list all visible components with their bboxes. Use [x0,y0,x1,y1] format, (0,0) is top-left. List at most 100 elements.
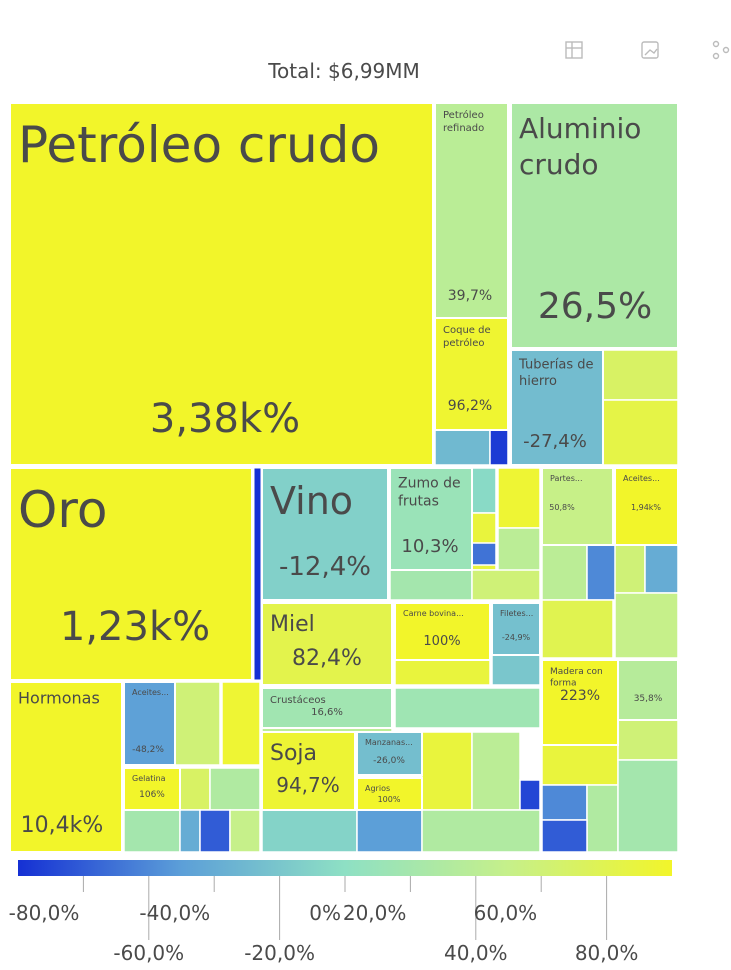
tile [123,681,176,766]
tile [253,467,262,681]
tile [179,809,201,853]
tile-value: -24,9% [502,633,531,642]
tile-label: Zumo de frutas [398,475,461,509]
tile [617,719,679,761]
tile [614,544,646,594]
tile-value: -12,4% [279,552,371,582]
tile [434,429,491,466]
tile-label: Soja [270,741,317,766]
tile [394,659,491,686]
tile-label: Gelatina [132,774,166,783]
tile-value: 82,4% [292,646,362,671]
tile-value: 100% [423,634,460,649]
tile [471,569,541,601]
chart-title: Total: $6,99MM [267,59,420,83]
table-icon[interactable] [565,41,583,59]
tile-label-line: Zumo de [398,475,461,491]
tile [614,592,679,659]
tile [261,467,389,601]
tile [491,602,541,656]
tile-label-line: forma [550,679,577,689]
tile [644,544,679,594]
colorbar-tick-label: -80,0% [9,901,80,925]
tile-label: Vino [270,479,353,523]
colorbar-tick-label: 20,0% [343,901,407,925]
tile-value: 1,23k% [60,604,210,650]
tile [394,687,541,729]
tile-label: Tuberías de hierro [518,357,594,389]
tile-label: Carne bovina... [403,609,464,618]
tile-label-line: Carne bovina... [403,609,464,618]
tile-label: Petróleo refinado [443,109,484,134]
tile-label: Miel [270,612,315,637]
tile-value: -48,2% [132,745,164,755]
tile [541,467,614,546]
tile-label: Madera con forma [550,667,603,689]
tile-label-line: Filetes... [500,609,533,618]
tile [510,102,679,349]
tile [617,659,679,721]
tile [261,602,393,686]
tile-label-line: Aceites... [132,688,169,697]
tile-label-line: Oro [18,481,107,539]
tile-label-line: petróleo [443,337,484,349]
tile [434,102,509,319]
tile-label-line: Agrios [365,784,390,793]
tile-label-line: Soja [270,741,317,766]
icon-line [644,48,658,56]
filler-tiles [123,349,679,853]
tile-value: 10,3% [401,536,458,557]
tile [421,809,541,853]
tile [541,544,588,601]
tile [434,317,509,431]
tile [489,429,509,466]
tile [229,809,261,853]
tile-label-line: Coque de [443,325,491,336]
tile-value: 94,7% [276,773,340,797]
colorbar-tick-label: 80,0% [575,941,639,965]
image-icon[interactable] [641,41,659,59]
colorbar-tick-label: 60,0% [474,901,538,925]
tile-label: Coque de petróleo [443,325,491,349]
colorbar [18,860,672,876]
tile-label: Petróleo crudo [18,116,380,174]
tile [9,102,434,466]
colorbar: -80,0% -60,0% -40,0% -20,0% 0% 20,0% 40,0% 60,0… [9,860,672,965]
tile-label: Oro [18,481,107,539]
tile [261,687,393,729]
tile-label-line: refinado [443,123,484,134]
colorbar-tick-label: -20,0% [244,941,315,965]
tile-label-line: Madera con [550,667,603,677]
tile-label-line: hierro [519,374,557,389]
tile [261,809,358,853]
tile-value: 39,7% [448,288,492,304]
tile [123,767,181,811]
tile [421,731,473,811]
tile [602,399,679,466]
tile-label-line: Aceites... [623,474,660,483]
tile-value: 10,4k% [21,813,104,838]
tile-value: 35,8% [634,694,663,704]
colorbar-tick-label: 40,0% [444,941,508,965]
tile [174,681,221,766]
tile [602,349,679,401]
tile-label: Crustáceos [270,694,326,706]
colorbar-tick-label: -40,0% [139,901,210,925]
tile-value: 50,8% [549,503,575,512]
tile-value: -27,4% [523,431,587,452]
share-icon[interactable] [712,40,720,48]
tile-value: 223% [560,688,600,704]
tile [541,744,619,786]
tile [356,809,423,853]
tile [586,784,619,853]
tile [541,784,588,821]
colorbar-tick-label: -60,0% [113,941,184,965]
tile-label: Hormonas [18,689,100,708]
tile-value: 16,6% [311,707,343,718]
tile [209,767,261,811]
tile [497,467,541,529]
tile-label-line: Vino [270,479,353,523]
tile [123,809,181,853]
tile-label-line: Petróleo crudo [18,116,380,174]
